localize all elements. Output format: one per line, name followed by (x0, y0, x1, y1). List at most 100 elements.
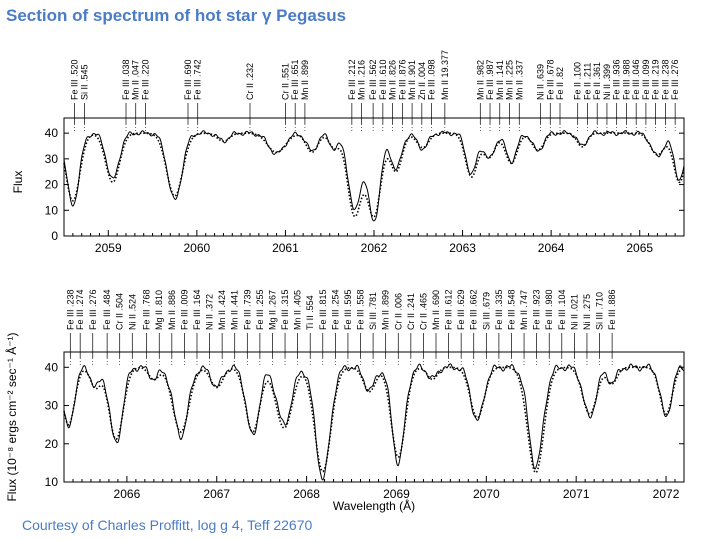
top-line-id-label: Fe III .099 (641, 59, 651, 100)
top-line-id-label: Mn II .047 (131, 60, 141, 100)
bottom-y-tick-label: 30 (45, 399, 59, 413)
bottom-line-id-label: Cr II .504 (115, 293, 125, 330)
top-line-id-label: Fe III .219 (651, 59, 661, 100)
top-series-observed (63, 130, 685, 222)
bottom-line-id-label: Ni II .524 (127, 294, 137, 330)
top-line-id-label: Fe II .100 (573, 62, 583, 100)
bottom-line-id-label: Mn II .886 (167, 290, 177, 330)
bottom-line-id-label: Fe III .612 (444, 289, 454, 330)
top-x-tick-label: 2064 (538, 241, 565, 255)
top-line-id-label: Mn II .982 (475, 60, 485, 100)
top-line-id-label: Fe III .212 (347, 59, 357, 100)
top-line-id-label: Fe III .690 (183, 59, 193, 100)
bottom-line-id-label: Mn II .690 (431, 290, 441, 330)
top-y-tick-label: 0 (51, 229, 58, 243)
top-x-tick-label: 2063 (449, 241, 476, 255)
bottom-line-id-label: Fe III .815 (318, 289, 328, 330)
bottom-x-tick-label: 2067 (203, 487, 230, 501)
bottom-line-id-label: Fe III .274 (75, 289, 85, 330)
bottom-line-id-label: Fe III .238 (65, 289, 75, 330)
bottom-line-id-label: Ni II .275 (582, 294, 592, 330)
bottom-line-id-label: Fe III .595 (343, 289, 353, 330)
bottom-line-id-label: Si III .679 (481, 292, 491, 330)
bottom-line-id-label: Ti II .554 (305, 295, 315, 330)
bottom-line-id-label: Fe III .335 (494, 289, 504, 330)
bottom-line-id-label: Cr II .006 (393, 293, 403, 330)
top-x-tick-label: 2061 (272, 241, 299, 255)
top-line-id-label: Ni II .399 (602, 64, 612, 100)
bottom-line-id-label: Ni II .372 (205, 294, 215, 330)
top-line-id-label: Fe III .936 (612, 59, 622, 100)
bottom-y-axis-label: Flux (10⁻⁸ ergs cm⁻² sec⁻¹ Å⁻¹) (4, 332, 19, 501)
bottom-x-tick-label: 2070 (473, 487, 500, 501)
top-x-tick-label: 2060 (184, 241, 211, 255)
bottom-line-id-label: Si III .781 (368, 292, 378, 330)
bottom-line-id-label: Fe III .255 (255, 289, 265, 330)
bottom-line-id-label: Fe III .923 (532, 289, 542, 330)
bottom-line-id-label: Fe III .104 (557, 289, 567, 330)
bottom-line-id-label: Fe III .276 (88, 289, 98, 330)
top-series-model (63, 132, 685, 218)
top-line-id-label: Fe II .82 (555, 67, 565, 100)
top-line-id-label: Fe II .361 (592, 62, 602, 100)
bottom-line-id-label: Fe III .662 (469, 289, 479, 330)
bottom-x-tick-label: 2066 (114, 487, 141, 501)
top-line-id-label: Fe III .742 (193, 59, 203, 100)
bottom-x-axis-label: Wavelength (Å) (333, 498, 415, 513)
bottom-series-model (63, 366, 685, 474)
top-line-id-label: Cr II .551 (280, 63, 290, 100)
bottom-line-id-label: Mn II .441 (230, 290, 240, 330)
bottom-line-id-label: Fe III .629 (456, 289, 466, 330)
bottom-line-id-label: Si III .710 (595, 292, 605, 330)
top-line-id-label: Fe III .276 (670, 59, 680, 100)
top-line-id-label: Mn II .141 (495, 60, 505, 100)
top-line-id-label: Fe III .876 (397, 59, 407, 100)
bottom-line-id-label: Fe III .164 (192, 289, 202, 330)
top-line-id-label: Fe II .211 (582, 63, 592, 100)
bottom-x-tick-label: 2068 (293, 487, 320, 501)
top-line-id-label: Fe III .520 (70, 59, 80, 100)
top-line-id-label: Fe III .046 (631, 59, 641, 100)
bottom-line-id-label: Mn II .899 (381, 290, 391, 330)
bottom-series-observed (63, 363, 685, 481)
bottom-line-id-label: Fe III .739 (242, 289, 252, 330)
top-line-id-label: Fe III .238 (660, 59, 670, 100)
bottom-y-tick-label: 10 (45, 475, 59, 489)
top-line-id-label: Mn II .899 (300, 60, 310, 100)
top-line-id-label: Fe III .678 (545, 59, 555, 100)
top-line-id-label: Fe III .038 (121, 59, 131, 100)
top-x-tick-label: 2059 (95, 241, 122, 255)
top-line-id-label: Cr II .232 (245, 63, 255, 100)
bottom-line-id-label: Mg II .267 (267, 290, 277, 330)
bottom-line-id-label: Fe III .548 (506, 289, 516, 330)
top-y-tick-label: 30 (45, 152, 59, 166)
bottom-x-tick-label: 2069 (383, 487, 410, 501)
bottom-line-id-label: Fe III .009 (179, 289, 189, 330)
bottom-line-id-label: Fe III .315 (280, 289, 290, 330)
top-line-id-label: Mn II .337 (514, 60, 524, 100)
bottom-line-id-label: Mn II .405 (293, 290, 303, 330)
bottom-x-tick-label: 2072 (653, 487, 680, 501)
top-line-id-label: Mn II .826 (388, 60, 398, 100)
top-line-id-label: Fe III .988 (621, 59, 631, 100)
bottom-line-id-label: Fe III .254 (330, 289, 340, 330)
top-line-id-label: Ni II .639 (536, 64, 546, 100)
top-y-tick-label: 10 (45, 203, 59, 217)
top-line-id-label: Mn II .225 (505, 60, 515, 100)
bottom-x-tick-label: 2071 (563, 487, 590, 501)
bottom-line-id-label: Ni II .021 (569, 294, 579, 330)
bottom-line-id-label: Mg II .810 (154, 290, 164, 330)
bottom-line-id-label: Fe III .484 (102, 289, 112, 330)
bottom-line-id-label: Fe III .980 (544, 289, 554, 330)
bottom-y-tick-label: 40 (45, 360, 59, 374)
top-y-axis-label: Flux (11, 171, 25, 194)
top-line-id-label: Fe III .098 (427, 59, 437, 100)
top-line-id-label: Fe III .651 (290, 59, 300, 100)
top-y-tick-label: 20 (45, 178, 59, 192)
top-line-id-label: Mn II 19.377 (440, 50, 450, 100)
bottom-line-id-label: Fe III .558 (356, 289, 366, 330)
bottom-plot-frame (63, 351, 685, 483)
top-y-tick-label: 40 (45, 126, 59, 140)
top-line-id-label: Fe III .562 (368, 59, 378, 100)
